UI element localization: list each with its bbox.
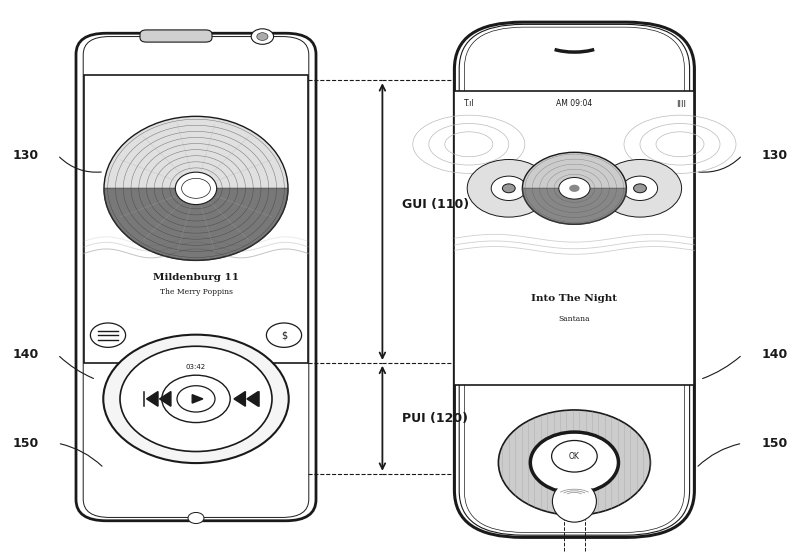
Text: ||||: |||| xyxy=(677,100,686,107)
Text: Mildenburg 11: Mildenburg 11 xyxy=(153,273,239,283)
Polygon shape xyxy=(522,188,626,224)
Polygon shape xyxy=(247,392,258,406)
Circle shape xyxy=(530,432,618,493)
Text: AM 09:04: AM 09:04 xyxy=(556,99,593,108)
Circle shape xyxy=(120,346,272,452)
Circle shape xyxy=(257,33,268,40)
Text: 130: 130 xyxy=(762,148,787,162)
Circle shape xyxy=(522,152,626,224)
Text: OK: OK xyxy=(569,452,580,461)
Text: The Merry Poppins: The Merry Poppins xyxy=(159,288,233,296)
Ellipse shape xyxy=(175,172,217,204)
Circle shape xyxy=(552,440,597,472)
Circle shape xyxy=(598,160,682,217)
Circle shape xyxy=(558,177,590,199)
FancyBboxPatch shape xyxy=(454,22,694,537)
Circle shape xyxy=(634,184,646,193)
Text: PUI (120): PUI (120) xyxy=(402,412,469,425)
Polygon shape xyxy=(159,392,171,406)
Ellipse shape xyxy=(552,481,596,522)
Circle shape xyxy=(188,512,204,524)
Text: 150: 150 xyxy=(762,437,787,450)
Circle shape xyxy=(162,375,230,423)
Text: 140: 140 xyxy=(13,348,38,361)
Polygon shape xyxy=(104,188,288,260)
Circle shape xyxy=(251,29,274,44)
Circle shape xyxy=(177,386,215,412)
Circle shape xyxy=(498,410,650,515)
Circle shape xyxy=(103,335,289,463)
Circle shape xyxy=(491,176,526,201)
Ellipse shape xyxy=(104,116,288,260)
Text: Santana: Santana xyxy=(558,315,590,324)
Bar xyxy=(84,75,308,363)
Circle shape xyxy=(182,178,210,198)
Polygon shape xyxy=(234,392,246,406)
Polygon shape xyxy=(146,392,158,406)
Circle shape xyxy=(622,176,658,201)
Text: 140: 140 xyxy=(762,348,787,361)
FancyBboxPatch shape xyxy=(140,30,212,42)
Text: Into The Night: Into The Night xyxy=(531,294,618,303)
FancyBboxPatch shape xyxy=(76,33,316,521)
Text: 130: 130 xyxy=(13,148,38,162)
Circle shape xyxy=(266,323,302,347)
Circle shape xyxy=(467,160,550,217)
Circle shape xyxy=(502,184,515,193)
Bar xyxy=(454,91,694,385)
Circle shape xyxy=(569,184,579,192)
Text: 150: 150 xyxy=(13,437,38,450)
Polygon shape xyxy=(192,394,203,403)
Circle shape xyxy=(534,434,615,491)
Text: GUI (110): GUI (110) xyxy=(402,198,470,212)
Text: T.ıl: T.ıl xyxy=(464,99,474,108)
Circle shape xyxy=(90,323,126,347)
Text: $: $ xyxy=(281,330,287,340)
Text: 03:42: 03:42 xyxy=(186,365,206,370)
